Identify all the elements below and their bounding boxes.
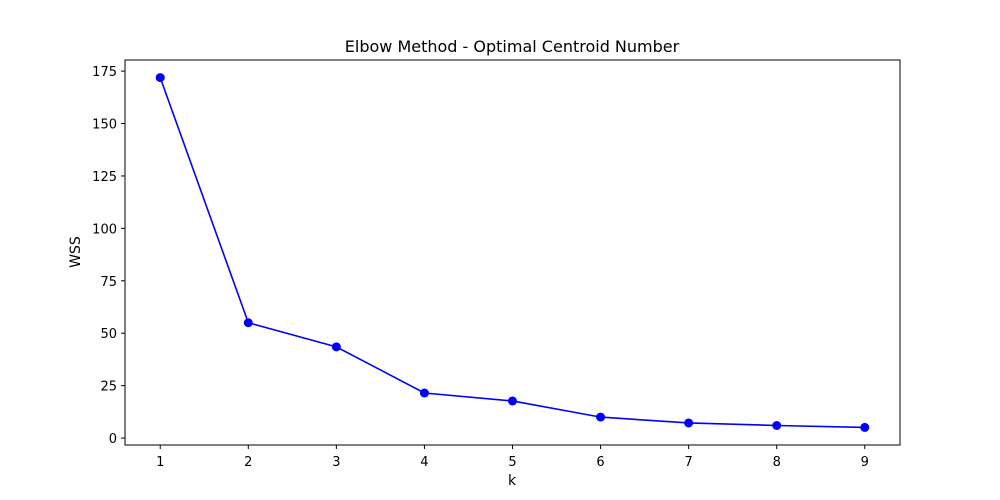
plot-area-frame — [124, 59, 901, 446]
data-point — [155, 73, 165, 83]
x-tick-label: 5 — [508, 455, 516, 470]
x-tick-label: 6 — [596, 455, 604, 470]
x-tick-label: 1 — [156, 455, 164, 470]
x-axis-label: k — [508, 473, 517, 489]
chart-title: Elbow Method - Optimal Centroid Number — [345, 37, 680, 56]
x-tick-label: 7 — [684, 455, 692, 470]
x-tick-label: 9 — [861, 455, 869, 470]
data-point — [772, 420, 782, 430]
y-axis-label: WSS — [68, 236, 84, 268]
x-tick-label: 4 — [420, 455, 428, 470]
data-point — [331, 342, 341, 352]
data-point — [243, 318, 253, 328]
y-tick-label: 100 — [92, 222, 117, 237]
y-tick-label: 125 — [92, 170, 117, 185]
y-tick-label: 0 — [109, 432, 117, 447]
data-point — [508, 396, 517, 406]
y-tick-label: 75 — [100, 275, 117, 290]
x-tick-label: 2 — [244, 455, 252, 470]
y-tick-label: 150 — [92, 118, 117, 133]
x-tick-label: 8 — [773, 455, 781, 470]
y-tick-label: 50 — [100, 327, 117, 342]
data-point — [684, 418, 694, 428]
y-tick-label: 25 — [100, 380, 117, 395]
x-tick-label: 3 — [332, 455, 340, 470]
data-point — [419, 388, 429, 398]
y-tick-label: 175 — [92, 65, 117, 80]
data-point — [860, 422, 870, 432]
data-point — [596, 412, 606, 422]
